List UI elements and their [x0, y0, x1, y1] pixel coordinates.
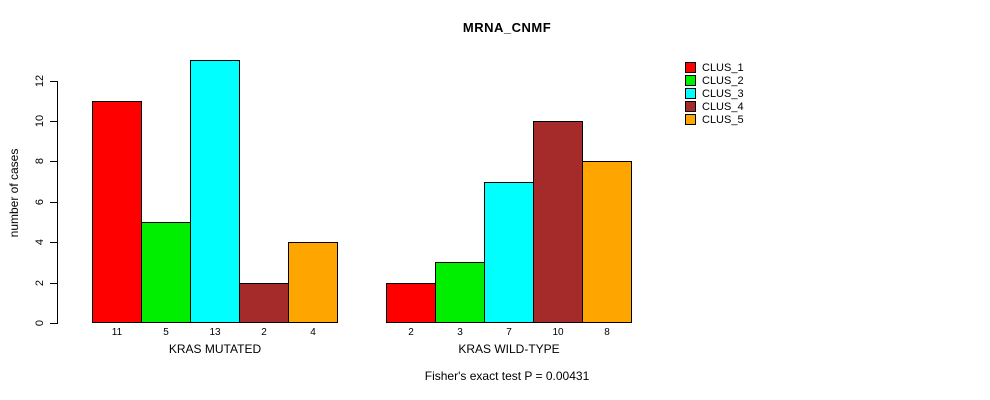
bar-clus_3-mutated: [190, 60, 240, 323]
bar-clus_1-mutated: [92, 101, 142, 323]
y-tick-label: 0: [34, 319, 46, 327]
legend-swatch-clus_2: [685, 75, 696, 86]
y-tick-mark: [50, 121, 57, 122]
group-label-kras-wild-type: KRAS WILD-TYPE: [458, 342, 560, 356]
legend-item-clus_3: CLUS_3: [685, 87, 744, 100]
y-tick-label: 6: [34, 198, 46, 205]
bar-value-label: 13: [209, 327, 221, 338]
bar-clus_2-mutated: [141, 222, 191, 323]
bar-clus_5-mutated: [288, 242, 338, 323]
y-tick-label: 8: [34, 158, 46, 165]
bar-value-label: 11: [111, 327, 123, 338]
chart-title: MRNA_CNMF: [462, 20, 552, 35]
bar-value-label: 10: [552, 327, 564, 338]
y-tick-label: 4: [34, 239, 46, 246]
bar-value-label: 7: [506, 327, 512, 338]
legend-swatch-clus_4: [685, 101, 696, 112]
y-tick-mark: [50, 161, 57, 163]
y-tick-label: 12: [34, 74, 46, 87]
y-tick-label: 10: [34, 114, 46, 128]
legend: CLUS_1 CLUS_2 CLUS_3 CLUS_4 CLUS_5: [685, 61, 744, 126]
bar-value-label: 8: [604, 327, 610, 338]
y-tick-mark: [50, 80, 57, 82]
bar-clus_4-wild-type: [533, 121, 583, 323]
y-tick-label: 2: [34, 279, 46, 286]
y-tick-mark: [50, 242, 57, 244]
legend-label: CLUS_4: [702, 100, 744, 113]
bar-clus_5-wild-type: [582, 161, 632, 323]
bar-clus_3-wild-type: [484, 182, 534, 323]
legend-swatch-clus_5: [685, 114, 696, 125]
y-tick-mark: [50, 282, 57, 284]
legend-label: CLUS_2: [702, 74, 744, 87]
y-axis-line: [57, 80, 58, 324]
legend-label: CLUS_1: [702, 61, 744, 74]
legend-swatch-clus_3: [685, 88, 696, 99]
legend-swatch-clus_1: [685, 62, 696, 73]
legend-label: CLUS_3: [702, 87, 744, 100]
legend-item-clus_1: CLUS_1: [685, 61, 744, 74]
bar-value-label: 5: [163, 327, 169, 338]
bar-clus_1-wild-type: [386, 283, 436, 323]
y-tick-mark: [50, 323, 57, 324]
legend-item-clus_4: CLUS_4: [685, 100, 744, 113]
legend-item-clus_5: CLUS_5: [685, 113, 744, 126]
legend-item-clus_2: CLUS_2: [685, 74, 744, 87]
y-axis-label: number of cases: [7, 148, 21, 238]
fisher-test-annotation: Fisher's exact test P = 0.00431: [424, 369, 590, 383]
bar-clus_2-wild-type: [435, 262, 485, 323]
bar-clus_4-mutated: [239, 283, 289, 323]
bar-value-label: 3: [457, 327, 463, 338]
bar-value-label: 4: [310, 327, 316, 338]
bar-value-label: 2: [408, 327, 414, 338]
legend-label: CLUS_5: [702, 113, 744, 126]
group-label-kras-mutated: KRAS MUTATED: [168, 342, 262, 356]
y-tick-mark: [50, 201, 57, 203]
bar-value-label: 2: [261, 327, 267, 338]
